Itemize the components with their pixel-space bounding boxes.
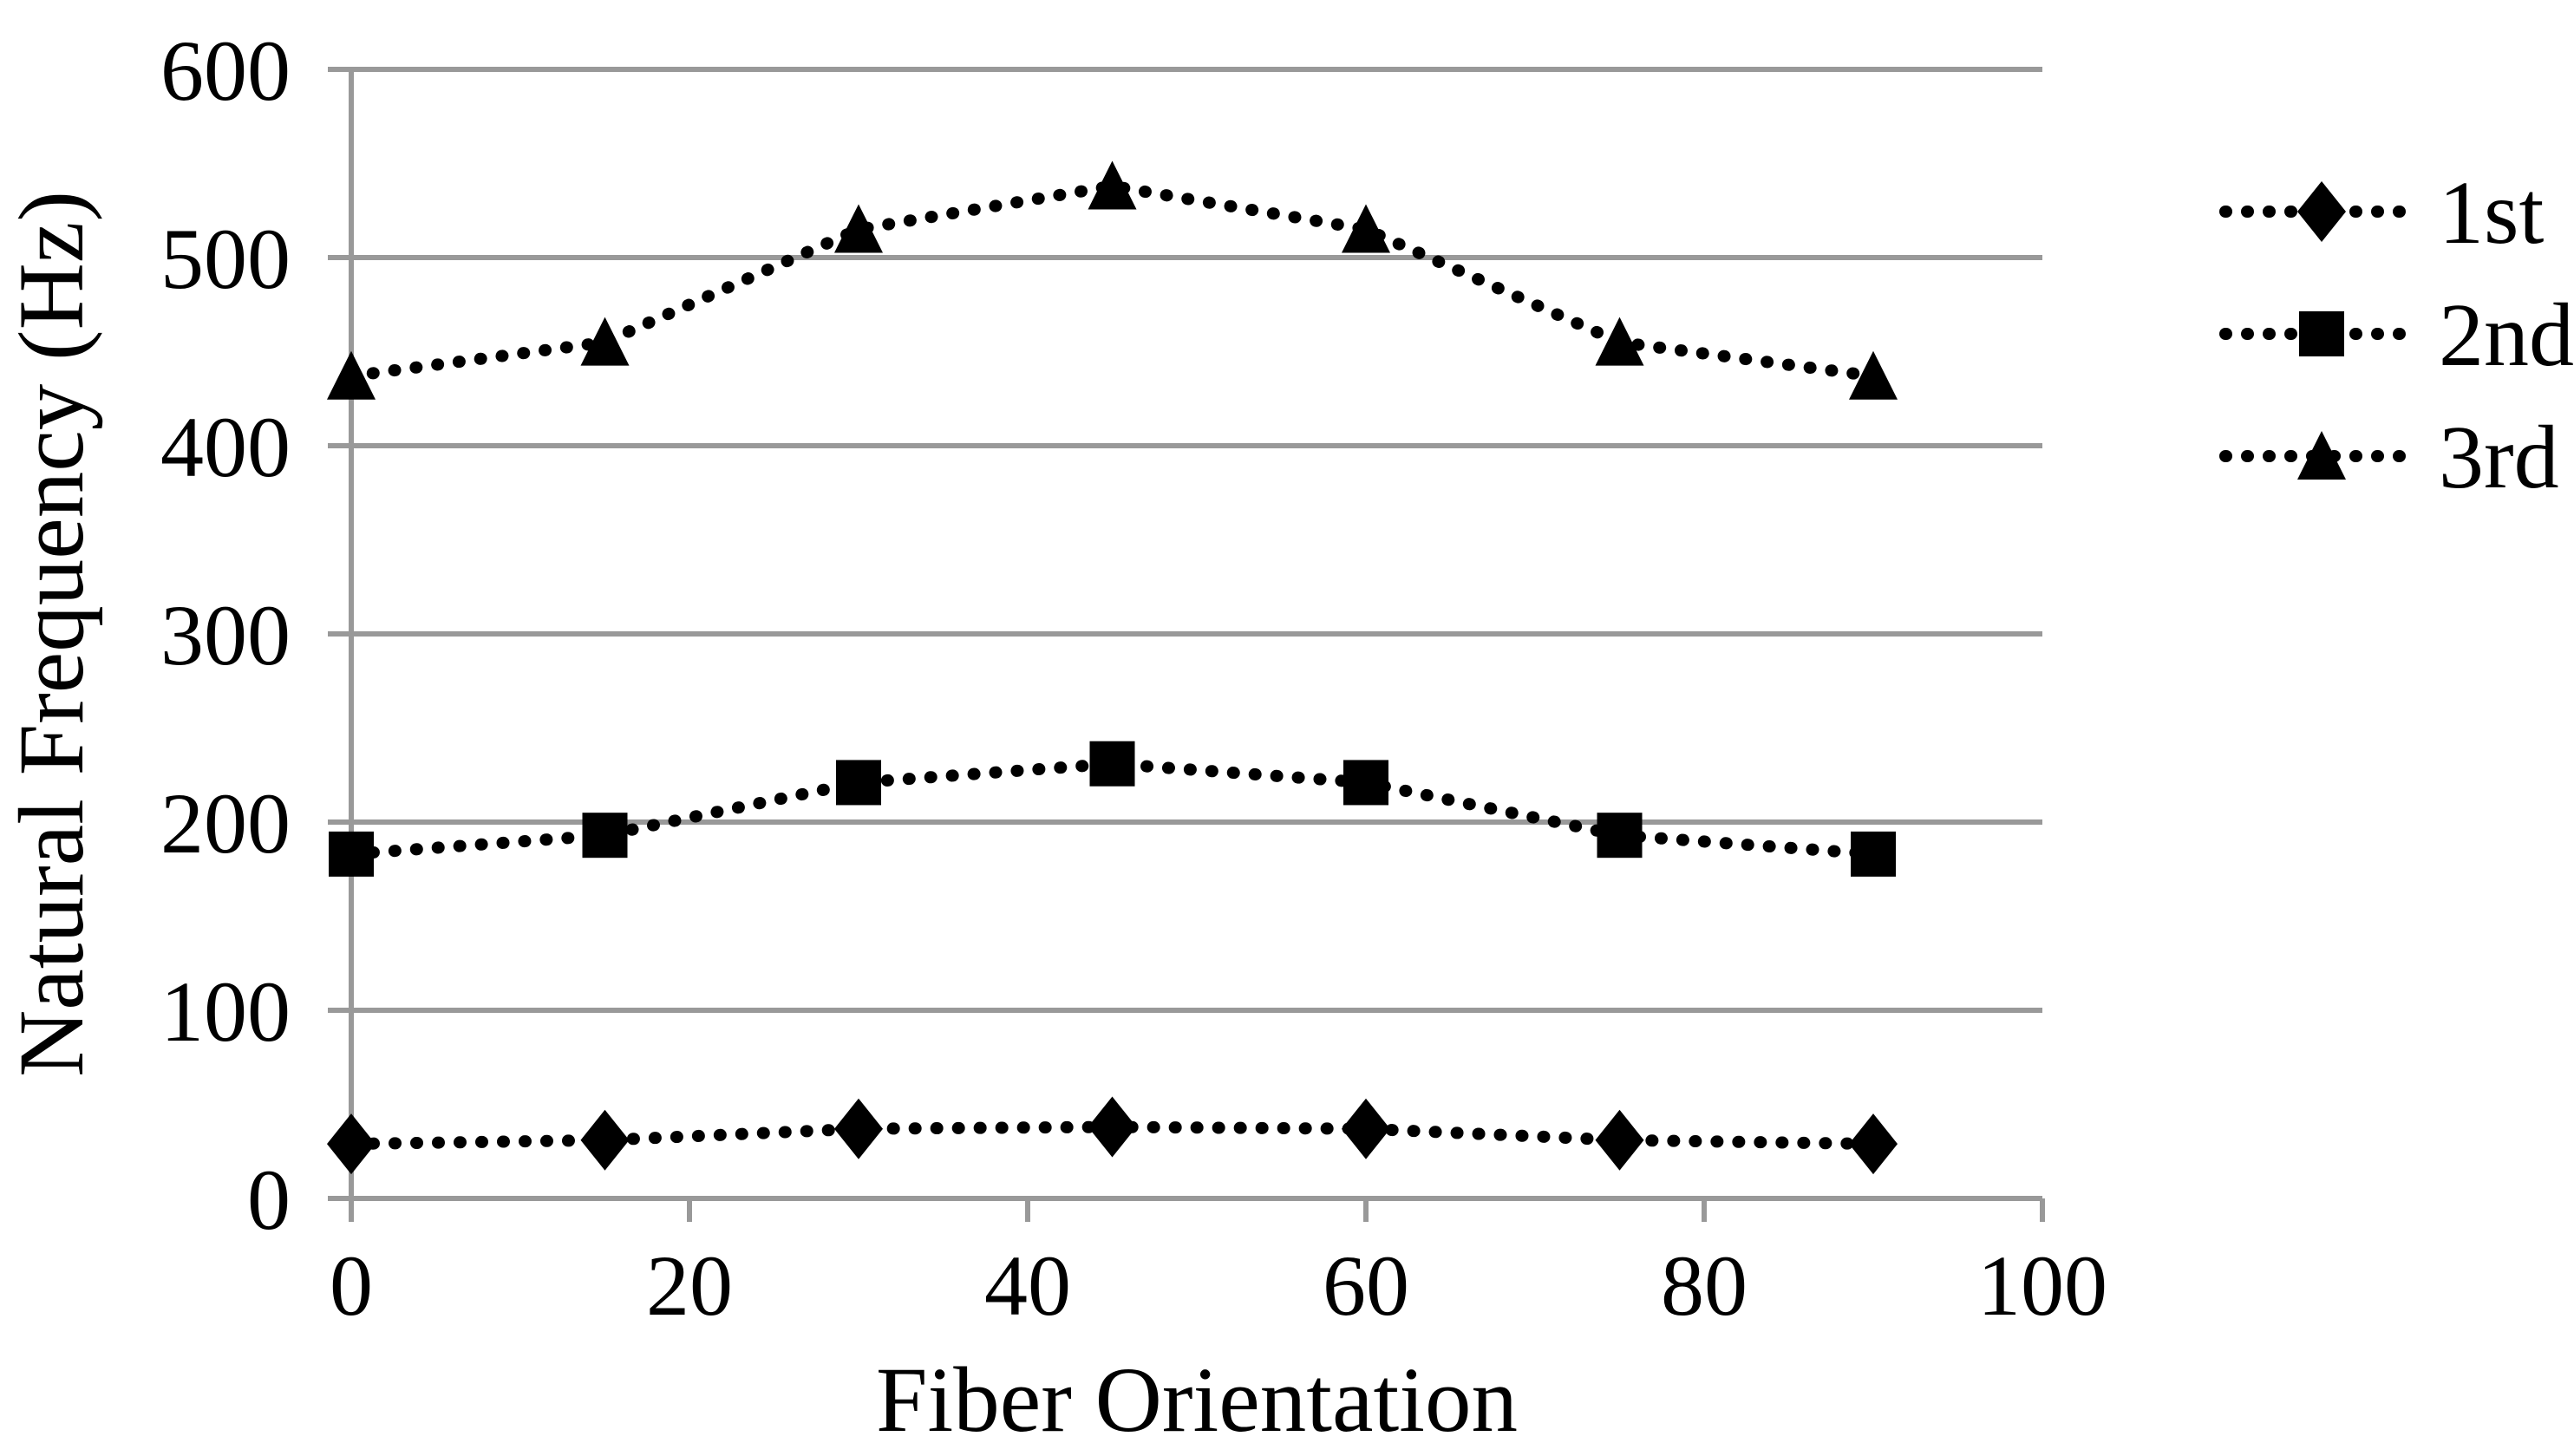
x-tick-label-60: 60 — [1323, 1237, 1409, 1334]
marker-2nd-x90 — [1851, 831, 1896, 877]
y-tick-label-400: 400 — [160, 399, 291, 495]
y-tick-label-300: 300 — [160, 587, 291, 683]
x-tick-label-100: 100 — [1977, 1237, 2107, 1334]
marker-2nd-x45 — [1089, 741, 1135, 787]
x-axis-title: Fiber Orientation — [876, 1349, 1518, 1452]
marker-2nd-x15 — [582, 813, 628, 859]
legend-triangle-icon — [2297, 431, 2346, 480]
marker-3rd-x15 — [580, 317, 630, 366]
marker-1st-x90 — [1849, 1113, 1898, 1175]
legend-square-icon — [2299, 311, 2344, 356]
y-axis-title: Natural Frequency (Hz) — [1, 191, 103, 1077]
marker-2nd-x0 — [329, 831, 374, 877]
marker-1st-x0 — [327, 1113, 376, 1175]
legend-diamond-icon — [2297, 181, 2346, 242]
y-tick-label-0: 0 — [247, 1152, 291, 1248]
legend-label-2nd: 2nd — [2439, 285, 2574, 385]
x-tick-label-80: 80 — [1661, 1237, 1748, 1334]
marker-2nd-x60 — [1343, 760, 1388, 806]
x-tick-label-0: 0 — [330, 1237, 373, 1334]
legend-item-3rd: 3rd — [2219, 408, 2559, 507]
x-tick-label-40: 40 — [984, 1237, 1071, 1334]
marker-1st-x45 — [1088, 1096, 1137, 1158]
legend-item-1st: 1st — [2219, 163, 2544, 263]
data-series — [327, 160, 1898, 1175]
legend-label-3rd: 3rd — [2439, 408, 2559, 507]
marker-2nd-x75 — [1597, 813, 1643, 859]
marker-3rd-x75 — [1595, 317, 1644, 366]
marker-1st-x30 — [834, 1098, 883, 1159]
marker-3rd-x90 — [1849, 350, 1898, 400]
tick-labels: 0 100 200 300 400 500 600 0 20 40 60 80 100 — [160, 23, 2107, 1334]
y-tick-label-600: 600 — [160, 23, 291, 119]
y-tick-label-200: 200 — [160, 775, 291, 872]
series-line-3rd — [345, 180, 1879, 382]
y-tick-label-500: 500 — [160, 211, 291, 307]
x-tick-label-20: 20 — [646, 1237, 733, 1334]
gridlines — [351, 67, 2042, 1201]
marker-2nd-x30 — [836, 760, 881, 806]
marker-1st-x15 — [580, 1109, 630, 1171]
legend: 1st 2nd 3rd — [2219, 163, 2574, 507]
marker-1st-x75 — [1595, 1109, 1644, 1171]
axes — [328, 67, 2045, 1222]
marker-3rd-x0 — [327, 350, 376, 400]
legend-item-2nd: 2nd — [2219, 285, 2574, 385]
marker-3rd-x60 — [1342, 204, 1390, 253]
y-tick-label-100: 100 — [160, 963, 291, 1060]
marker-1st-x60 — [1342, 1098, 1390, 1159]
marker-3rd-x30 — [834, 204, 883, 253]
legend-label-1st: 1st — [2439, 163, 2544, 263]
marker-3rd-x45 — [1088, 160, 1137, 210]
